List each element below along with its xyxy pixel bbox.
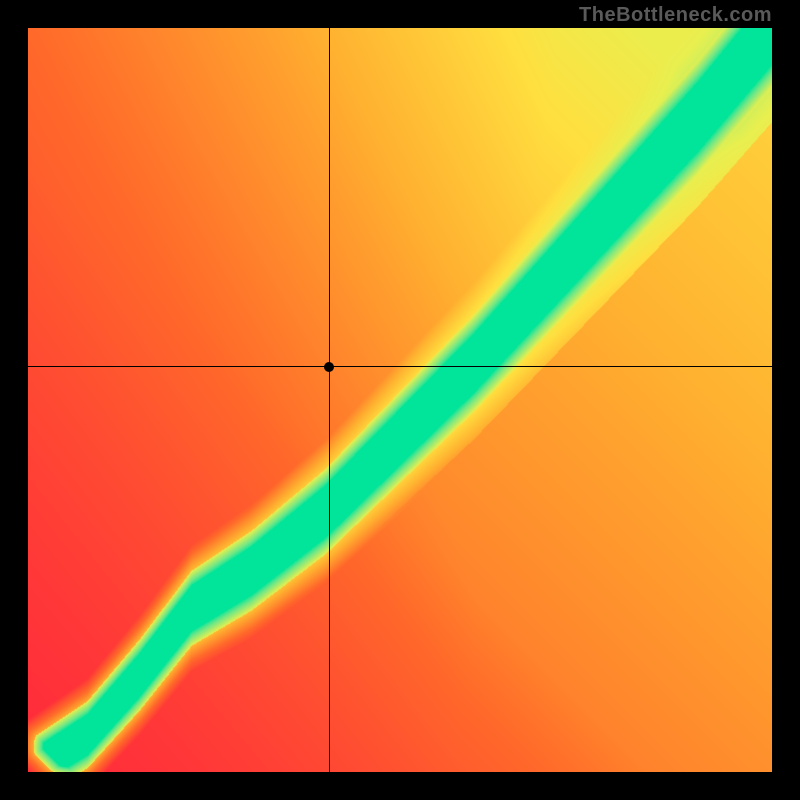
crosshair-vertical bbox=[329, 28, 330, 772]
heatmap-plot bbox=[28, 28, 772, 772]
chart-container: TheBottleneck.com bbox=[0, 0, 800, 800]
heatmap-canvas bbox=[28, 28, 772, 772]
crosshair-marker bbox=[324, 362, 334, 372]
watermark-text: TheBottleneck.com bbox=[579, 4, 772, 27]
crosshair-horizontal bbox=[28, 366, 772, 367]
